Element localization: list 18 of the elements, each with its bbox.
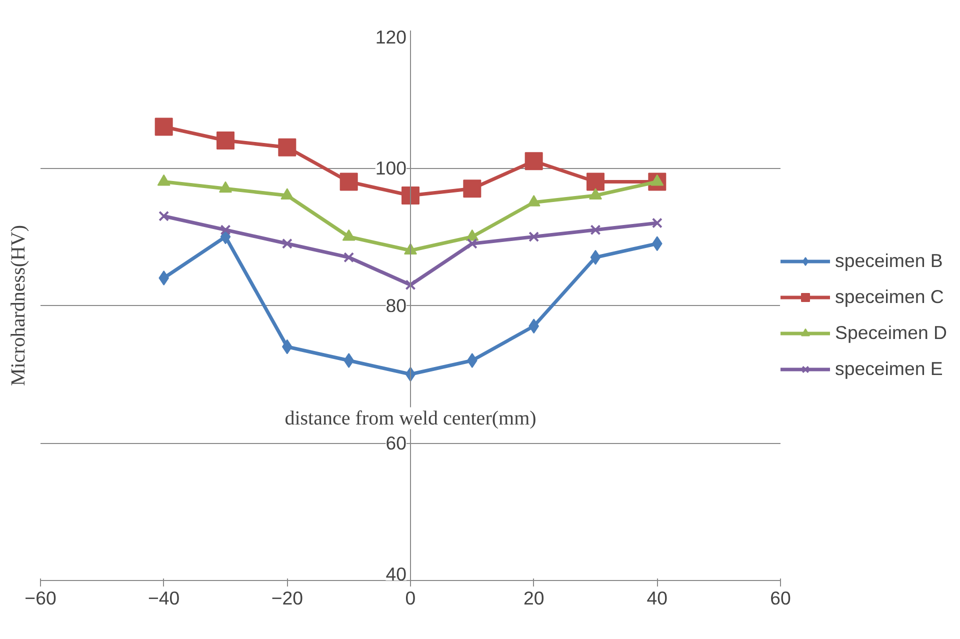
y-tick-label: 100 [375,158,407,178]
y-tick-label: 120 [375,26,407,48]
y-tick-label: 80 [386,295,407,316]
x-tick-label: 60 [770,588,791,608]
x-tick-label: 40 [646,588,668,608]
y-axis-title: Microhardness(HV) [8,224,30,386]
y-tick-label: 40 [386,564,407,584]
legend-label: speceimen B [835,250,943,272]
legend-label: speceimen E [835,358,943,380]
x-axis-title: distance from weld center(mm) [284,407,536,430]
x-tick-label: −20 [271,588,303,608]
x-tick-label: 20 [523,588,544,608]
x-tick-label: −60 [24,588,56,608]
x-tick-label: 0 [405,588,416,608]
x-tick-label: −40 [148,588,180,608]
y-tick-label: 60 [386,432,407,454]
legend-label: speceimen C [835,286,944,308]
legend-label: Speceimen D [835,322,947,344]
